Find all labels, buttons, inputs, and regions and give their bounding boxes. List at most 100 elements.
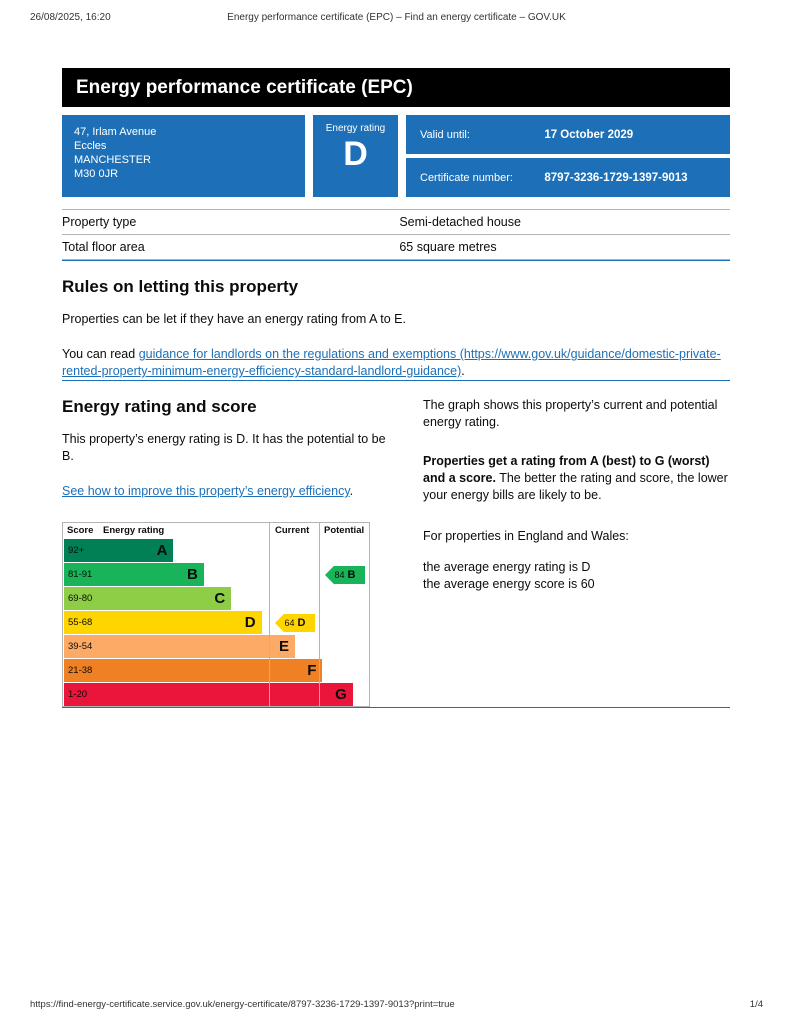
certificate-number-box: Certificate number: 8797-3236-1729-1397-… <box>406 158 730 197</box>
valid-until-box: Valid until: 17 October 2029 <box>406 115 730 154</box>
rating-left-column: Energy rating and score This property’s … <box>62 381 392 707</box>
epc-band-bar-F: 21-38 F <box>64 659 323 682</box>
epc-band-row-D: 55-68 D <box>64 611 368 634</box>
average-rating-line: the average energy rating is D <box>423 560 591 574</box>
guidance-suffix: . <box>461 364 465 378</box>
average-score-line: the average energy score is 60 <box>423 577 595 591</box>
improve-paragraph: See how to improve this property’s energ… <box>62 483 392 500</box>
certificate-number-value: 8797-3236-1729-1397-9013 <box>544 171 688 184</box>
averages-paragraph: the average energy rating is D the avera… <box>423 559 730 593</box>
epc-band-score: 39-54 <box>68 641 93 652</box>
epc-band-score: 69-80 <box>68 593 93 604</box>
epc-band-score: 1-20 <box>68 689 88 700</box>
epc-rating-chart: Score Energy rating Current Potential 92… <box>62 522 370 707</box>
certificate-number-label: Certificate number: <box>420 171 513 184</box>
epc-band-score: 21-38 <box>68 665 93 676</box>
england-wales-paragraph: For properties in England and Wales: <box>423 529 629 543</box>
rating-scale-rest: The better the rating and score, the low… <box>423 471 728 502</box>
print-header: 26/08/2025, 16:20 Energy performance cer… <box>0 12 793 23</box>
rating-right-column: The graph shows this property’s current … <box>423 381 730 707</box>
guidance-prefix: You can read <box>62 347 139 361</box>
rating-scale-paragraph: Properties get a rating from A (best) to… <box>423 453 730 504</box>
potential-letter: B <box>347 569 356 581</box>
epc-band-score: 55-68 <box>68 617 93 628</box>
epc-band-bar-D: 55-68 D <box>64 611 262 634</box>
rating-scale-bold: Properties get a rating from A (best) to… <box>423 454 710 485</box>
epc-band-letter: D <box>244 614 256 631</box>
epc-band-row-C: 69-80 C <box>64 587 368 610</box>
energy-rating-box: Energy rating D <box>313 115 398 197</box>
rules-heading: Rules on letting this property <box>62 277 299 296</box>
potential-column: 84 B <box>319 523 370 706</box>
section-divider <box>62 380 730 381</box>
current-score: 64 <box>284 618 295 628</box>
rating-summary-paragraph: This property’s energy rating is D. It h… <box>62 432 386 463</box>
epc-band-letter: B <box>186 566 198 583</box>
epc-chart-rows: 92+ A 81-91 B 69-80 C 55-68 D 39-54 E 21-38 F 1-20 G <box>64 539 368 707</box>
floor-area-label: Total floor area <box>62 240 145 254</box>
epc-band-bar-C: 69-80 C <box>64 587 232 610</box>
property-type-value: Semi-detached house <box>399 215 521 229</box>
epc-band-row-F: 21-38 F <box>64 659 368 682</box>
improve-efficiency-link[interactable]: See how to improve this property’s energ… <box>62 484 350 498</box>
valid-until-value: 17 October 2029 <box>544 128 634 141</box>
chart-header-rating: Energy rating <box>103 525 165 536</box>
epc-band-letter: A <box>156 542 168 559</box>
epc-band-bar-A: 92+ A <box>64 539 174 562</box>
property-address-box: 47, Irlam Avenue Eccles MANCHESTER M30 0… <box>62 115 305 197</box>
epc-band-score: 81-91 <box>68 569 93 580</box>
property-table: Property type Semi-detached house Total … <box>62 209 730 260</box>
guidance-paragraph: You can read guidance for landlords on t… <box>62 346 730 380</box>
current-rating-arrow: 64 D <box>275 614 315 632</box>
epc-band-bar-G: 1-20 G <box>64 683 353 706</box>
floor-area-value: 65 square metres <box>399 240 497 254</box>
epc-band-letter: C <box>214 590 226 607</box>
chart-header-potential: Potential <box>324 525 365 536</box>
chart-header-score: Score <box>67 525 94 536</box>
epc-band-row-A: 92+ A <box>64 539 368 562</box>
print-footer: https://find-energy-certificate.service.… <box>30 999 763 1010</box>
section-divider <box>62 260 730 261</box>
table-row: Total floor area 65 square metres <box>62 234 730 260</box>
epc-band-letter: G <box>335 686 347 703</box>
page-number: 1/4 <box>749 999 763 1010</box>
epc-band-score: 92+ <box>68 545 85 556</box>
print-url: https://find-energy-certificate.service.… <box>30 999 455 1010</box>
current-column: 64 D <box>269 523 319 706</box>
energy-rating-label: Energy rating <box>325 123 386 134</box>
current-letter: D <box>297 617 306 629</box>
rules-paragraph: Properties can be let if they have an en… <box>62 312 406 326</box>
validity-boxes: Valid until: 17 October 2029 Certificate… <box>406 115 730 197</box>
graph-explainer-paragraph: The graph shows this property’s current … <box>423 398 718 429</box>
table-row: Property type Semi-detached house <box>62 209 730 234</box>
address-line-4: M30 0JR <box>74 168 119 180</box>
epc-band-letter: F <box>307 662 317 679</box>
epc-band-row-E: 39-54 E <box>64 635 368 658</box>
property-type-label: Property type <box>62 215 137 229</box>
print-datetime: 26/08/2025, 16:20 <box>30 12 111 23</box>
valid-until-label: Valid until: <box>420 128 470 141</box>
landlord-guidance-link[interactable]: guidance for landlords on the regulation… <box>62 347 721 378</box>
certificate-content: Energy performance certificate (EPC) 47,… <box>62 68 730 708</box>
certificate-banner: Energy performance certificate (EPC) <box>62 68 730 107</box>
section-divider <box>62 707 730 708</box>
epc-band-row-B: 81-91 B <box>64 563 368 586</box>
potential-score: 84 <box>334 570 345 580</box>
epc-band-bar-B: 81-91 B <box>64 563 204 586</box>
epc-band-row-G: 1-20 G <box>64 683 368 706</box>
chart-header-current: Current <box>275 525 310 536</box>
summary-boxes: 47, Irlam Avenue Eccles MANCHESTER M30 0… <box>62 115 730 197</box>
document-title: Energy performance certificate (EPC) – F… <box>227 12 566 23</box>
rating-section: Energy rating and score This property’s … <box>62 381 730 707</box>
epc-band-letter: E <box>279 638 290 655</box>
address-line-2: Eccles <box>74 140 107 152</box>
address-line-3: MANCHESTER <box>74 154 152 166</box>
improve-suffix: . <box>349 484 354 498</box>
epc-band-bar-E: 39-54 E <box>64 635 296 658</box>
rating-heading: Energy rating and score <box>62 397 257 416</box>
potential-rating-arrow: 84 B <box>325 566 365 584</box>
banner-title: Energy performance certificate (EPC) <box>76 77 413 98</box>
energy-rating-value: D <box>343 135 368 173</box>
address-line-1: 47, Irlam Avenue <box>74 126 157 138</box>
